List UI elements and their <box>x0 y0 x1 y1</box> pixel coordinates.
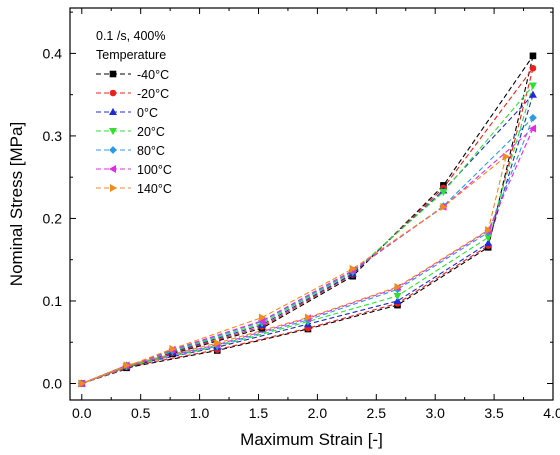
plot-frame <box>69 7 554 401</box>
x-axis-title: Maximum Strain [-] <box>240 430 383 449</box>
data-point <box>393 296 402 305</box>
x-tick-label: 3.0 <box>425 405 445 421</box>
y-tick-label: 0.4 <box>43 45 63 61</box>
series-line-loading <box>81 94 534 385</box>
series-line-loading <box>81 67 534 385</box>
legend-marker <box>109 70 117 78</box>
y-tick-label: 0.3 <box>43 128 63 144</box>
legend-label: 140°C <box>137 182 172 196</box>
legend: 0.1 /s, 400% Temperature -40°C -20°C 0°C 20… <box>96 29 172 196</box>
legend-marker <box>109 89 117 97</box>
x-tick-labels: 0.0 0.5 1.0 1.5 2.0 2.5 3.0 3.5 4.0 <box>72 405 560 421</box>
data-point <box>485 226 493 234</box>
x-tick-label: 0.5 <box>131 405 151 421</box>
series-line-loading <box>81 55 534 385</box>
legend-label: -40°C <box>137 68 169 82</box>
legend-marker <box>109 107 117 116</box>
data-point <box>529 52 537 60</box>
data-point <box>529 113 537 122</box>
data-point <box>258 313 267 322</box>
legend-label: -20°C <box>137 87 169 101</box>
legend-marker <box>108 165 117 173</box>
series-markers <box>77 52 537 388</box>
data-point <box>78 379 86 388</box>
x-tick-label: 0.0 <box>72 405 92 421</box>
series-line-loading <box>81 117 534 385</box>
legend-label: 0°C <box>137 106 158 120</box>
data-point <box>529 82 537 90</box>
legend-title: Temperature <box>96 48 166 62</box>
data-point <box>528 124 537 133</box>
data-point <box>440 202 448 211</box>
y-tick-label: 0.0 <box>43 375 63 391</box>
legend-items: -40°C -20°C 0°C 20°C 80°C 100°C 140°C <box>96 68 172 196</box>
series-line-loading <box>81 128 534 385</box>
data-point <box>169 344 177 353</box>
legend-marker <box>109 184 118 192</box>
x-tick-label: 1.0 <box>190 405 210 421</box>
data-point <box>439 188 448 197</box>
legend-marker <box>109 127 117 136</box>
data-point <box>529 64 537 72</box>
legend-label: 80°C <box>137 144 165 158</box>
data-point <box>123 361 131 370</box>
legend-condition: 0.1 /s, 400% <box>96 29 166 43</box>
series-line-loading <box>81 85 534 385</box>
x-tick-label: 3.5 <box>484 405 504 421</box>
legend-label: 20°C <box>137 125 165 139</box>
data-point <box>502 152 510 161</box>
series-line-loading <box>81 156 507 385</box>
y-axis-title: Nominal Stress [MPa] <box>7 122 26 286</box>
data-point <box>529 90 537 98</box>
y-tick-label: 0.1 <box>43 293 63 309</box>
x-tick-label: 2.0 <box>308 405 328 421</box>
data-point <box>214 339 222 348</box>
x-tick-label: 4.0 <box>543 405 560 421</box>
y-tick-label: 0.2 <box>43 210 63 226</box>
x-tick-label: 1.5 <box>249 405 269 421</box>
data-point <box>484 239 493 247</box>
x-tick-label: 2.5 <box>367 405 387 421</box>
legend-label: 100°C <box>137 163 172 177</box>
legend-marker <box>109 146 117 154</box>
data-point <box>394 282 402 291</box>
data-point <box>349 264 357 273</box>
axis-ticks <box>70 8 554 400</box>
data-point <box>304 313 313 322</box>
y-tick-labels: 0.0 0.1 0.2 0.3 0.4 <box>43 45 63 391</box>
